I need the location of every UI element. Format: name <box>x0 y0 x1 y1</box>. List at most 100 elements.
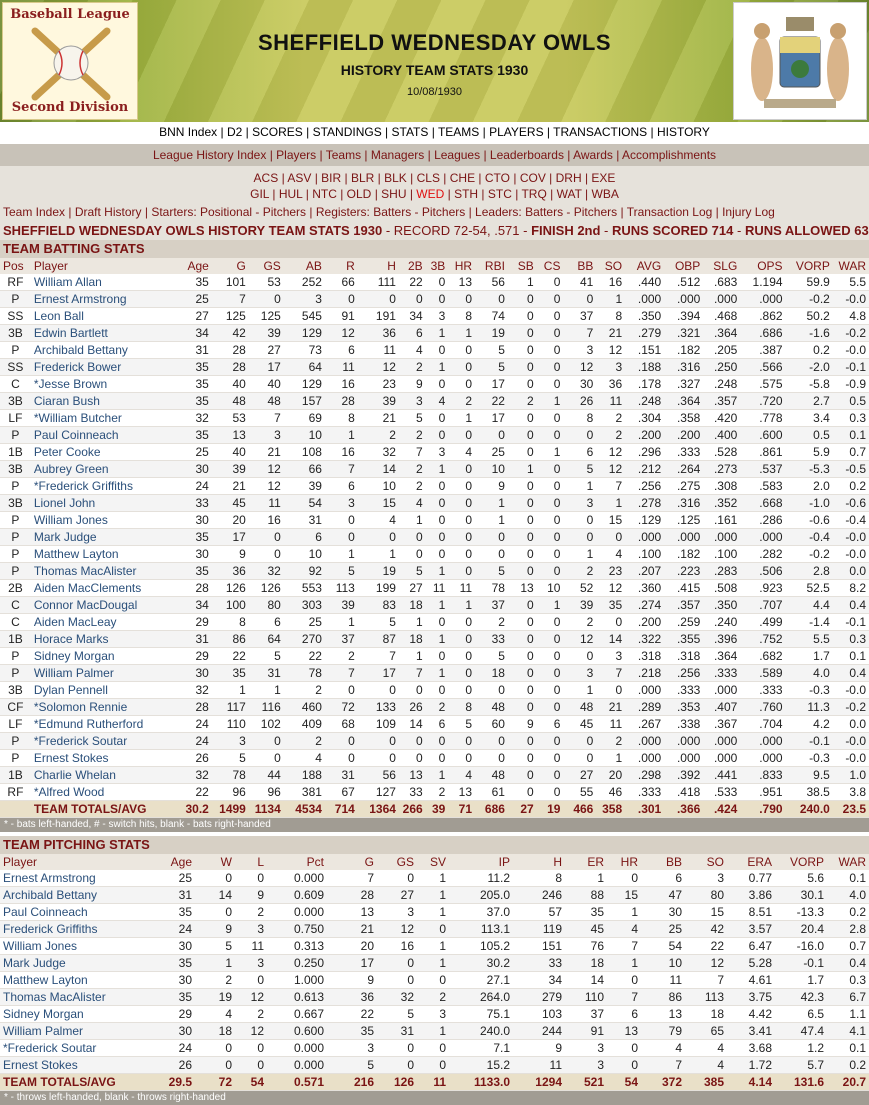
pitching-col-hr[interactable]: HR <box>607 854 641 870</box>
team-link-cto[interactable]: CTO <box>484 171 511 185</box>
pitching-col-era[interactable]: ERA <box>727 854 775 870</box>
history-nav-managers[interactable]: Managers <box>370 148 425 162</box>
player-name-link[interactable]: Mark Judge <box>0 954 150 972</box>
history-nav-players[interactable]: Players <box>276 148 317 162</box>
team-link-old[interactable]: OLD <box>346 187 372 201</box>
player-name-link[interactable]: William Jones <box>0 937 150 955</box>
batting-col-hr[interactable]: HR <box>448 258 476 274</box>
team-link-cov[interactable]: COV <box>519 171 546 185</box>
nav-scores[interactable]: SCORES <box>252 125 303 139</box>
player-name-link[interactable]: Paul Coinneach <box>30 426 175 444</box>
team-link-trq[interactable]: TRQ <box>521 187 547 201</box>
team-link-asv[interactable]: ASV <box>287 171 312 185</box>
player-name-link[interactable]: *Frederick Soutar <box>0 1039 150 1057</box>
nav-bnn-index[interactable]: BNN Index <box>159 125 218 139</box>
link-draft-history[interactable]: Draft History <box>74 205 142 219</box>
player-name-link[interactable]: *Frederick Griffiths <box>30 477 175 495</box>
player-name-link[interactable]: Aiden MacLeay <box>30 613 175 631</box>
link-starters[interactable]: Starters: Positional - Pitchers <box>151 205 307 219</box>
team-link-che[interactable]: CHE <box>449 171 476 185</box>
player-name-link[interactable]: *Frederick Soutar <box>30 732 175 750</box>
link-transaction-log[interactable]: Transaction Log <box>626 205 713 219</box>
team-link-blr[interactable]: BLR <box>350 171 375 185</box>
player-name-link[interactable]: William Allan <box>30 274 175 291</box>
league-logo[interactable]: Baseball League Second Division <box>2 2 138 120</box>
player-name-link[interactable]: Charlie Whelan <box>30 766 175 784</box>
pitching-col-h[interactable]: H <box>513 854 565 870</box>
batting-col-bb[interactable]: BB <box>563 258 597 274</box>
nav-players[interactable]: PLAYERS <box>489 125 544 139</box>
player-name-link[interactable]: William Jones <box>30 511 175 529</box>
player-name-link[interactable]: Sidney Morgan <box>0 1005 150 1023</box>
link-injury-log[interactable]: Injury Log <box>722 205 775 219</box>
player-name-link[interactable]: *Jesse Brown <box>30 375 175 393</box>
player-name-link[interactable]: *William Butcher <box>30 409 175 427</box>
batting-col-h[interactable]: H <box>357 258 399 274</box>
pitching-col-ip[interactable]: IP <box>449 854 513 870</box>
player-name-link[interactable]: Thomas MacAlister <box>0 988 150 1006</box>
player-name-link[interactable]: Thomas MacAlister <box>30 562 175 580</box>
link-registers[interactable]: Registers: Batters - Pitchers <box>315 205 466 219</box>
player-name-link[interactable]: Archibald Bettany <box>30 341 175 359</box>
player-name-link[interactable]: Matthew Layton <box>0 971 150 989</box>
player-name-link[interactable]: Connor MacDougal <box>30 596 175 614</box>
pitching-col-er[interactable]: ER <box>565 854 607 870</box>
history-nav-index[interactable]: League History Index <box>152 148 267 162</box>
player-name-link[interactable]: Lionel John <box>30 494 175 512</box>
batting-col-so[interactable]: SO <box>596 258 626 274</box>
batting-col-war[interactable]: WAR <box>832 258 869 274</box>
team-link-hul[interactable]: HUL <box>278 187 303 201</box>
pitching-col-vorp[interactable]: VORP <box>775 854 827 870</box>
batting-col-player[interactable]: Player <box>30 258 175 274</box>
pitching-col-war[interactable]: WAR <box>827 854 869 870</box>
player-name-link[interactable]: *Alfred Wood <box>30 783 175 801</box>
player-name-link[interactable]: Paul Coinneach <box>0 903 150 921</box>
batting-col-obp[interactable]: OBP <box>664 258 704 274</box>
pitching-col-l[interactable]: L <box>235 854 267 870</box>
player-name-link[interactable]: Ernest Armstrong <box>30 290 175 308</box>
batting-col-avg[interactable]: AVG <box>625 258 665 274</box>
pitching-col-age[interactable]: Age <box>150 854 195 870</box>
batting-col-ab[interactable]: AB <box>283 258 325 274</box>
link-team-index[interactable]: Team Index <box>3 205 66 219</box>
player-name-link[interactable]: William Palmer <box>30 664 175 682</box>
player-name-link[interactable]: Aubrey Green <box>30 460 175 478</box>
batting-col-2b[interactable]: 2B <box>398 258 426 274</box>
pitching-col-gs[interactable]: GS <box>377 854 417 870</box>
batting-col-pos[interactable]: Pos <box>0 258 31 274</box>
batting-col-cs[interactable]: CS <box>536 258 564 274</box>
player-name-link[interactable]: Ernest Stokes <box>30 749 175 767</box>
batting-col-gs[interactable]: GS <box>248 258 284 274</box>
pitching-col-pct[interactable]: Pct <box>267 854 327 870</box>
player-name-link[interactable]: Frederick Griffiths <box>0 920 150 938</box>
team-link-drh[interactable]: DRH <box>555 171 582 185</box>
batting-col-r[interactable]: R <box>324 258 358 274</box>
team-link-bir[interactable]: BIR <box>321 171 342 185</box>
player-name-link[interactable]: *Solomon Rennie <box>30 698 175 716</box>
team-link-sth[interactable]: STH <box>454 187 479 201</box>
player-name-link[interactable]: Mark Judge <box>30 528 175 546</box>
team-link-stc[interactable]: STC <box>487 187 512 201</box>
history-nav-accomplishments[interactable]: Accomplishments <box>622 148 717 162</box>
pitching-col-g[interactable]: G <box>327 854 377 870</box>
team-link-ntc[interactable]: NTC <box>312 187 337 201</box>
team-link-wat[interactable]: WAT <box>556 187 582 201</box>
player-name-link[interactable]: Peter Cooke <box>30 443 175 461</box>
link-leaders[interactable]: Leaders: Batters - Pitchers <box>475 205 618 219</box>
player-name-link[interactable]: Ciaran Bush <box>30 392 175 410</box>
player-name-link[interactable]: Ernest Armstrong <box>0 870 150 887</box>
player-name-link[interactable]: Horace Marks <box>30 630 175 648</box>
player-name-link[interactable]: Frederick Bower <box>30 358 175 376</box>
team-link-cls[interactable]: CLS <box>416 171 440 185</box>
player-name-link[interactable]: Leon Ball <box>30 307 175 325</box>
team-link-shu[interactable]: SHU <box>381 187 407 201</box>
batting-col-3b[interactable]: 3B <box>425 258 449 274</box>
nav-stats[interactable]: STATS <box>391 125 429 139</box>
player-name-link[interactable]: Edwin Bartlett <box>30 324 175 342</box>
player-name-link[interactable]: Archibald Bettany <box>0 886 150 904</box>
nav-d2[interactable]: D2 <box>226 125 243 139</box>
nav-history[interactable]: HISTORY <box>656 125 710 139</box>
team-link-exe[interactable]: EXE <box>591 171 616 185</box>
batting-col-slg[interactable]: SLG <box>703 258 741 274</box>
pitching-col-so[interactable]: SO <box>685 854 727 870</box>
